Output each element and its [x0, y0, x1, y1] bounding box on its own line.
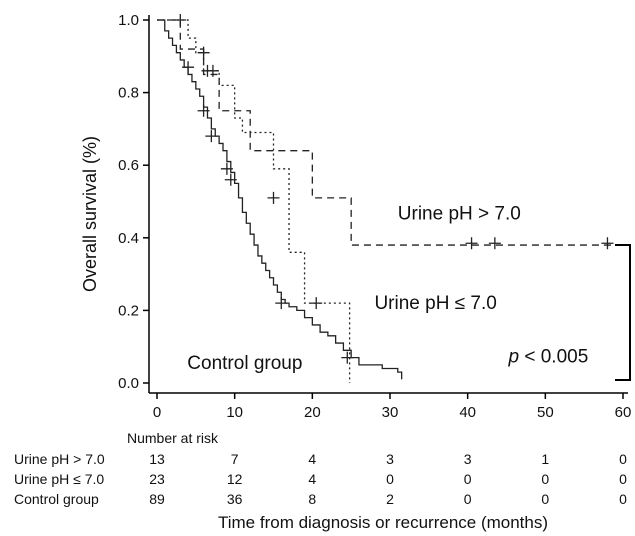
censor-mark — [201, 64, 214, 77]
y-tick-label: 0.4 — [118, 230, 139, 247]
y-tick-label: 1.0 — [118, 12, 139, 29]
risk-table-title: Number at risk — [127, 430, 219, 446]
risk-count: 12 — [227, 471, 243, 487]
censor-mark — [267, 191, 280, 204]
series-line-2 — [157, 19, 403, 380]
y-tick-label: 0.0 — [118, 375, 139, 392]
x-tick-label: 60 — [615, 404, 632, 421]
risk-row-label: Control group — [14, 491, 99, 507]
censor-mark — [310, 297, 323, 310]
censor-mark — [174, 14, 187, 26]
axes: 0.0 0.2 0.4 0.6 0.8 1.0 0 10 20 30 40 50 60 — [118, 12, 631, 421]
censor-mark — [197, 104, 210, 117]
risk-count: 0 — [386, 471, 394, 487]
x-tick-label: 20 — [304, 404, 321, 421]
y-tick-label: 0.6 — [118, 157, 139, 174]
censor-mark — [465, 237, 478, 250]
risk-count: 1 — [541, 451, 549, 467]
risk-count: 13 — [149, 451, 165, 467]
risk-count: 0 — [464, 491, 472, 507]
censor-mark — [601, 237, 614, 250]
p-value: p < 0.005 — [508, 347, 589, 368]
censor-mark — [220, 162, 233, 175]
risk-count: 0 — [619, 471, 627, 487]
annotation-control: Control group — [187, 353, 302, 374]
censor-mark — [182, 61, 195, 74]
significance-bracket — [615, 244, 631, 381]
y-axis-label: Overall survival (%) — [80, 136, 100, 292]
censor-mark — [275, 297, 288, 310]
series-layer — [157, 14, 623, 383]
x-tick-label: 10 — [226, 404, 243, 421]
risk-table: Number at risk Urine pH > 7.0 13 7 4 3 3 1 0 Urin… — [14, 430, 627, 507]
censor-mark — [205, 130, 218, 143]
censor-mark — [341, 351, 354, 364]
annotations-layer: Urine pH > 7.0 Urine pH ≤ 7.0 Control grou… — [187, 204, 631, 381]
risk-count: 3 — [386, 451, 394, 467]
risk-count: 2 — [386, 491, 394, 507]
risk-count: 23 — [149, 471, 165, 487]
x-axis-label: Time from diagnosis or recurrence (month… — [218, 513, 548, 532]
risk-count: 4 — [308, 451, 316, 467]
x-tick-label: 50 — [537, 404, 554, 421]
series-line-1 — [157, 19, 351, 383]
risk-count: 36 — [227, 491, 243, 507]
censor-mark — [488, 237, 501, 250]
p-value-text: < 0.005 — [524, 347, 588, 368]
risk-count: 0 — [541, 471, 549, 487]
x-tick-label: 30 — [382, 404, 399, 421]
x-tick-label: 0 — [153, 404, 161, 421]
x-tick-label: 40 — [459, 404, 476, 421]
risk-count: 0 — [619, 451, 627, 467]
risk-row-label: Urine pH ≤ 7.0 — [14, 471, 104, 487]
censor-mark — [224, 173, 237, 186]
risk-count: 0 — [619, 491, 627, 507]
annotation-ph-low: Urine pH ≤ 7.0 — [374, 293, 496, 314]
series-line-0 — [157, 19, 623, 246]
annotation-ph-high: Urine pH > 7.0 — [398, 204, 521, 225]
risk-count: 89 — [149, 491, 165, 507]
risk-count: 0 — [464, 471, 472, 487]
risk-count: 0 — [541, 491, 549, 507]
risk-count: 3 — [464, 451, 472, 467]
risk-row-label: Urine pH > 7.0 — [14, 451, 105, 467]
y-tick-label: 0.8 — [118, 85, 139, 102]
risk-count: 7 — [231, 451, 239, 467]
p-symbol: p — [508, 347, 525, 368]
risk-count: 4 — [308, 471, 316, 487]
risk-count: 8 — [308, 491, 316, 507]
y-tick-label: 0.2 — [118, 302, 139, 319]
